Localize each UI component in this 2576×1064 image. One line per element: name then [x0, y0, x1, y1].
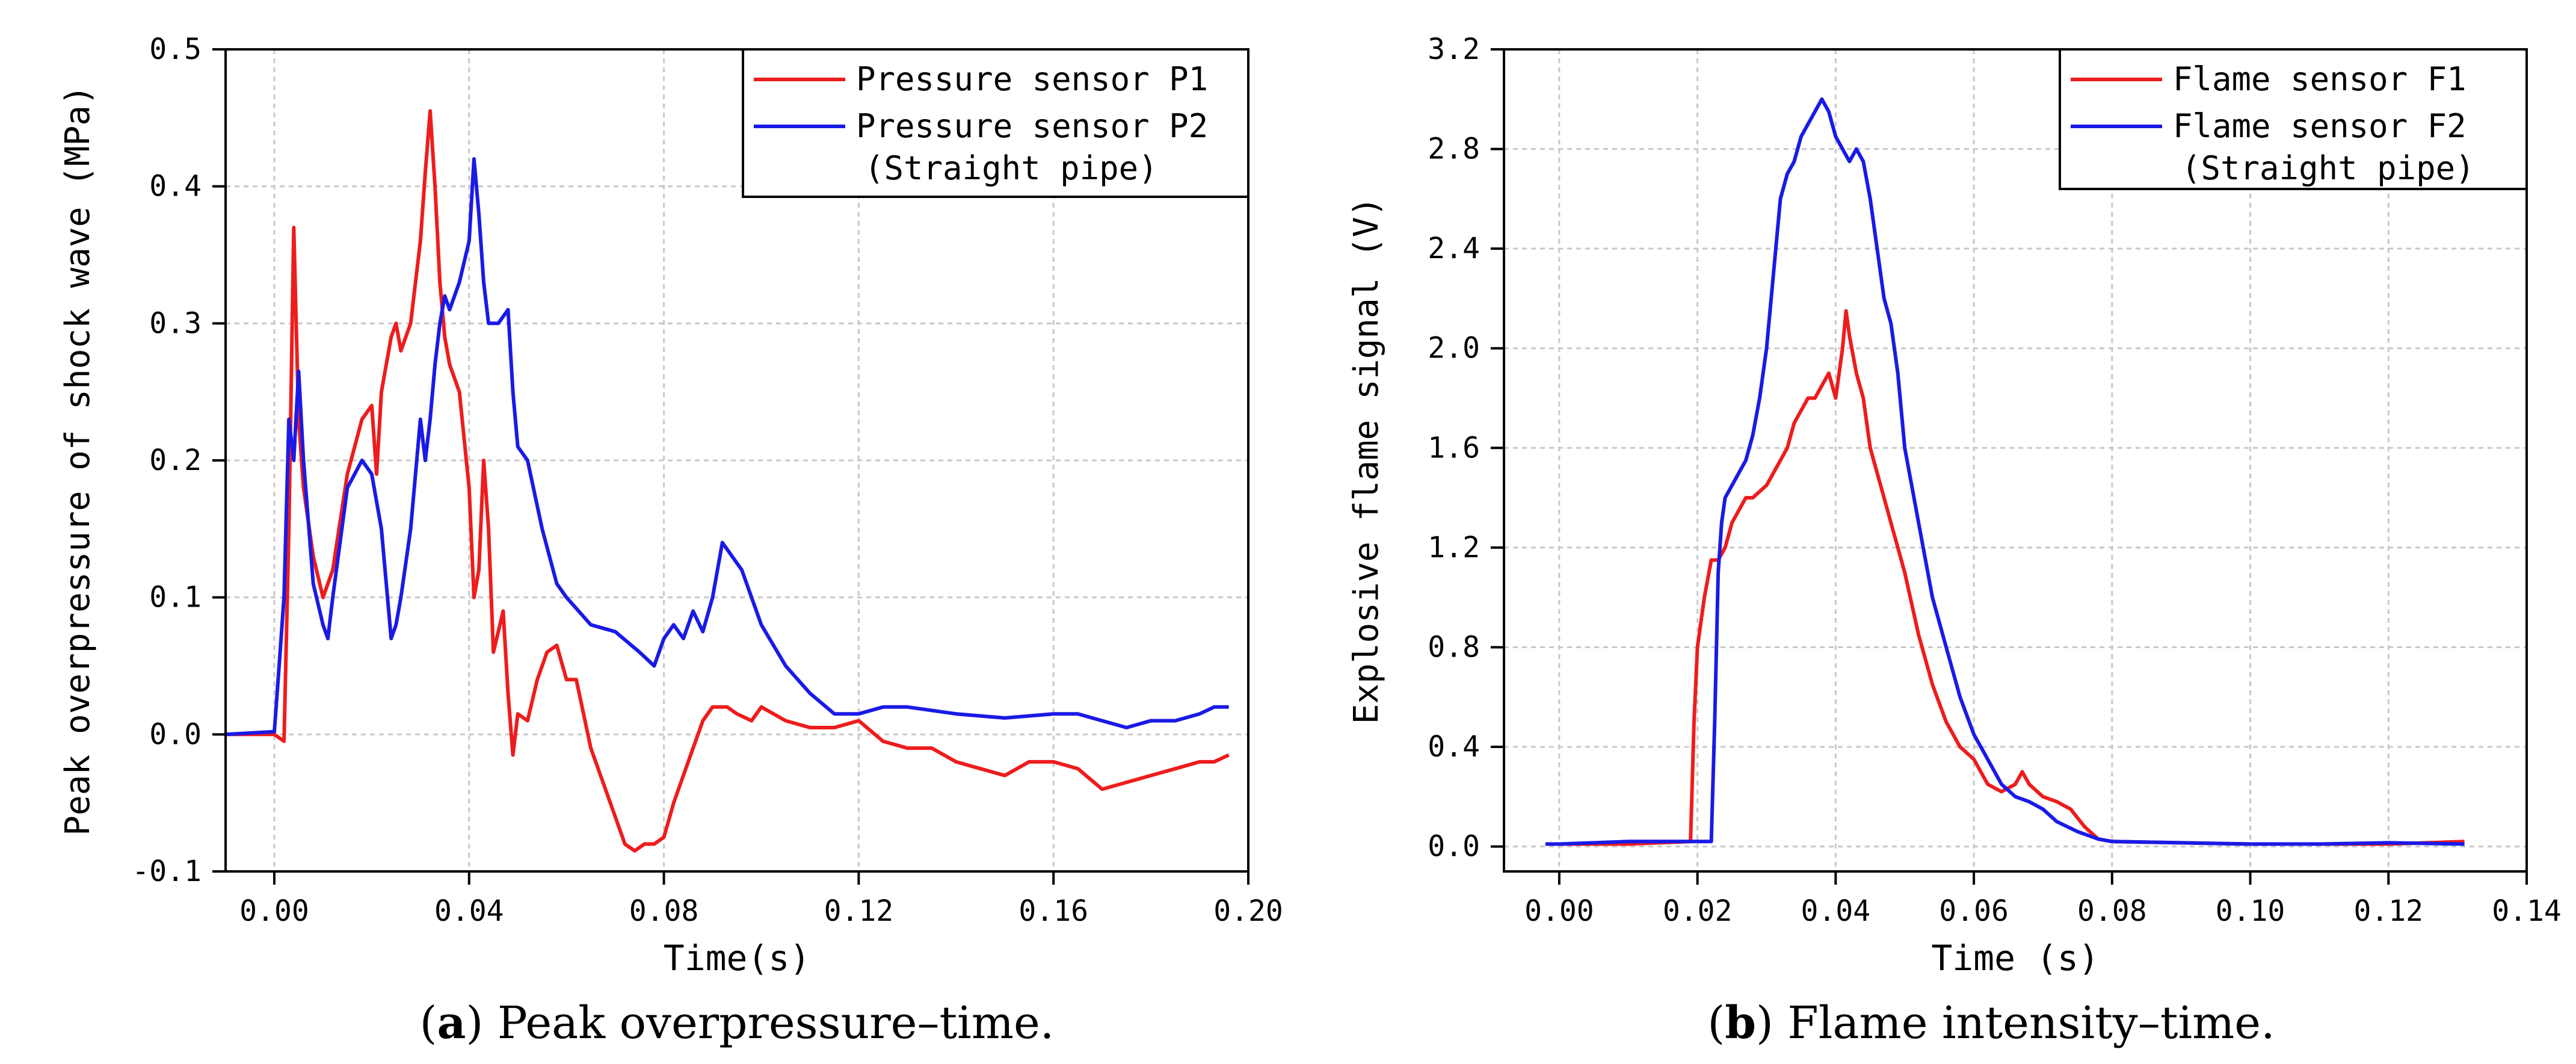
- legend-label-2: Pressure sensor P2: [856, 107, 1208, 145]
- legend-box: [2059, 48, 2528, 190]
- y-tick-label: 0.0: [149, 717, 202, 751]
- x-tick-label: 0.12: [824, 894, 894, 928]
- x-tick-label: 0.00: [239, 894, 309, 928]
- legend-box: [742, 48, 1249, 198]
- y-tick-label: 0.8: [1428, 630, 1480, 664]
- series-line-1: [1545, 309, 2465, 846]
- legend-label-2: Flame sensor F2: [2173, 107, 2467, 145]
- y-axis-label: Peak overpressure of shock wave (MPa): [58, 85, 97, 835]
- y-tick-label: 0.5: [149, 32, 202, 66]
- x-axis-label: Time (s): [1931, 938, 2099, 979]
- y-tick-label: 2.0: [1428, 332, 1480, 365]
- x-tick-label: 0.08: [2077, 894, 2147, 928]
- x-tick-label: 0.04: [434, 894, 504, 928]
- caption-text: ) Flame intensity–time.: [1756, 997, 2275, 1049]
- legend-note: (Straight pipe): [2181, 149, 2475, 187]
- y-ticks: 0.0 0.4 0.8 1.2 1.6 2.0 2.4 2.8 3.2: [1428, 32, 1504, 864]
- x-tick-label: 0.00: [1524, 894, 1594, 928]
- x-tick-label: 0.16: [1018, 894, 1088, 928]
- legend: Flame sensor F1 Flame sensor F2 (Straight …: [2059, 48, 2528, 190]
- legend-note: (Straight pipe): [864, 149, 1158, 187]
- x-tick-label: 0.10: [2216, 894, 2285, 928]
- y-tick-label: 0.1: [149, 581, 202, 614]
- x-ticks: 0.00 0.04 0.08 0.12 0.16 0.20: [239, 871, 1283, 928]
- series-line-2: [225, 157, 1229, 737]
- caption-open-paren: (: [1707, 997, 1725, 1049]
- y-tick-label: 0.3: [149, 306, 202, 340]
- figure-caption: (a) Peak overpressure–time.: [420, 997, 1055, 1049]
- x-axis-label: Time(s): [664, 938, 810, 979]
- legend-label-1: Pressure sensor P1: [856, 60, 1208, 98]
- y-axis-label: Explosive flame signal (V): [1347, 197, 1386, 725]
- series-line-2: [1545, 97, 2465, 846]
- chart-b: 0.00 0.02 0.04 0.06 0.08 0.10 0.12 0.140.00.40.…: [1347, 32, 2562, 1049]
- y-tick-label: 1.2: [1428, 531, 1480, 564]
- y-tick-label: 2.8: [1428, 132, 1480, 166]
- caption-text: ) Peak overpressure–time.: [466, 997, 1054, 1049]
- legend: Pressure sensor P1 Pressure sensor P2 (Str…: [742, 48, 1249, 198]
- series-line-1: [226, 109, 1230, 853]
- x-tick-label: 0.08: [629, 894, 699, 928]
- y-tick-label: 1.6: [1428, 431, 1480, 465]
- y-tick-label: 2.4: [1428, 232, 1480, 265]
- legend-label-1: Flame sensor F1: [2173, 60, 2467, 98]
- plot-frame: [1503, 48, 2528, 873]
- x-tick-label: 0.02: [1663, 894, 1733, 928]
- y-tick-label: 0.0: [1428, 830, 1480, 864]
- x-tick-label: 0.14: [2492, 894, 2562, 928]
- caption-letter: b: [1725, 997, 1756, 1049]
- y-tick-label: 0.4: [149, 170, 202, 203]
- caption-letter: a: [437, 997, 466, 1049]
- x-ticks: 0.00 0.02 0.04 0.06 0.08 0.10 0.12 0.14: [1524, 871, 2562, 928]
- x-tick-label: 0.04: [1801, 894, 1871, 928]
- caption-open-paren: (: [420, 997, 437, 1049]
- x-tick-label: 0.06: [1939, 894, 2009, 928]
- y-ticks: -0.1 0.0 0.1 0.2 0.3 0.4 0.5: [132, 32, 226, 888]
- y-tick-label: 0.4: [1428, 730, 1480, 764]
- figure-caption: (b) Flame intensity–time.: [1707, 997, 2275, 1049]
- y-tick-label: -0.1: [132, 855, 202, 888]
- x-tick-label: 0.12: [2353, 894, 2423, 928]
- x-tick-label: 0.20: [1213, 894, 1283, 928]
- y-tick-label: 3.2: [1428, 32, 1480, 66]
- y-tick-label: 0.2: [149, 444, 202, 477]
- chart-a: 0.00 0.04 0.08 0.12 0.16 0.20 -0.1 0.0 0.1 0.2 0.3…: [58, 32, 1283, 1049]
